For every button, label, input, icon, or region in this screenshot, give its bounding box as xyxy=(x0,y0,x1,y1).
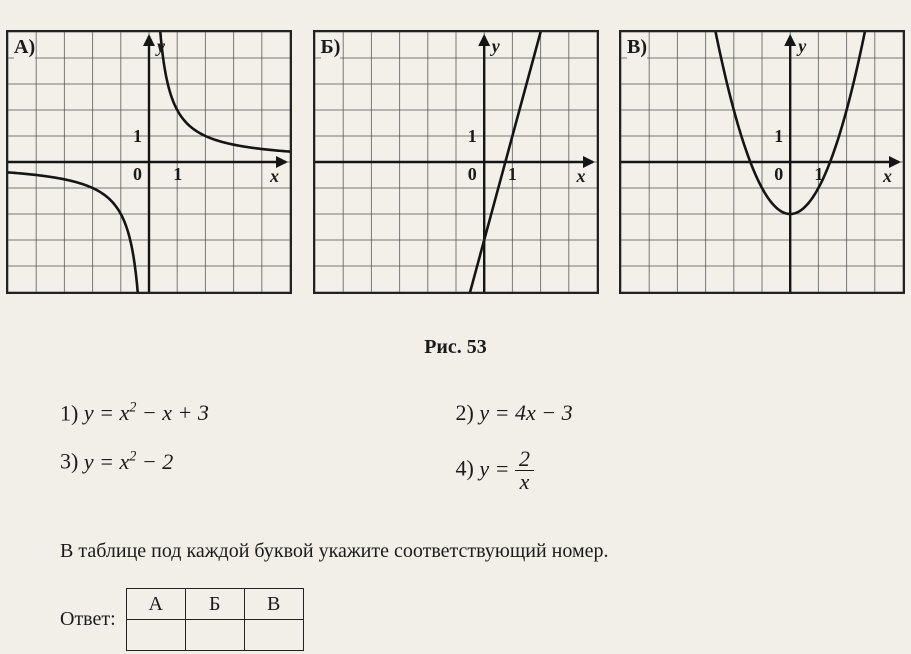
chart-c: В)yx011 xyxy=(619,30,905,294)
option-1: 1) y = x2 − x + 3 xyxy=(60,400,456,426)
option-3-body: y = x2 − 2 xyxy=(84,449,173,474)
option-1-num: 1) xyxy=(60,400,78,425)
answer-cell-c[interactable] xyxy=(244,620,303,651)
answer-label: Ответ: xyxy=(60,608,116,631)
chart-a: А)yx011 xyxy=(6,30,292,294)
option-4-num: 4) xyxy=(456,456,474,481)
answer-row: Ответ: А Б В xyxy=(60,588,304,651)
option-2: 2) y = 4x − 3 xyxy=(456,400,852,426)
answer-table: А Б В xyxy=(126,588,304,651)
answer-value-row xyxy=(126,620,303,651)
answer-cell-a[interactable] xyxy=(126,620,185,651)
option-2-num: 2) xyxy=(456,400,474,425)
options-block: 1) y = x2 − x + 3 2) y = 4x − 3 3) y = x… xyxy=(60,400,851,493)
option-1-body: y = x2 − x + 3 xyxy=(84,400,209,425)
charts-row: А)yx011 Б)yx011 В)yx011 xyxy=(6,30,905,294)
answer-header-row: А Б В xyxy=(126,589,303,620)
answer-header-a: А xyxy=(126,589,185,620)
figure-caption: Рис. 53 xyxy=(0,336,911,359)
option-3: 3) y = x2 − 2 xyxy=(60,448,456,493)
answer-header-c: В xyxy=(244,589,303,620)
answer-cell-b[interactable] xyxy=(185,620,244,651)
option-3-num: 3) xyxy=(60,449,78,474)
option-4-body: y = 2x xyxy=(479,456,534,481)
prompt-text: В таблице под каждой буквой укажите соот… xyxy=(60,540,871,563)
option-2-body: y = 4x − 3 xyxy=(479,400,572,425)
answer-header-b: Б xyxy=(185,589,244,620)
chart-b: Б)yx011 xyxy=(313,30,599,294)
page: А)yx011 Б)yx011 В)yx011 Рис. 53 1) y = x… xyxy=(0,0,911,654)
option-4: 4) y = 2x xyxy=(456,448,852,493)
